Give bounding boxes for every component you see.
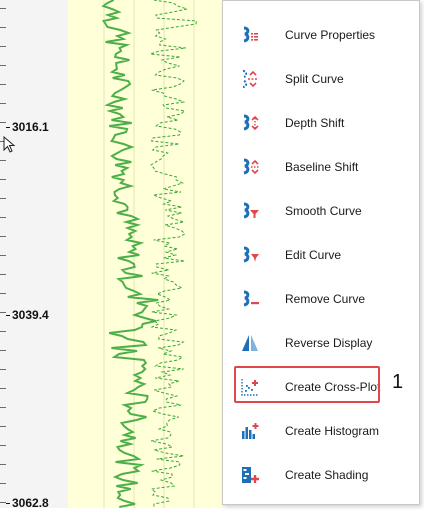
depth-tick	[0, 274, 6, 275]
depth-tick	[0, 502, 6, 503]
smooth-curve-icon	[240, 201, 260, 221]
depth-marker-line	[6, 503, 10, 504]
menu-item-label: Edit Curve	[285, 248, 342, 262]
depth-tick	[0, 141, 6, 142]
menu-item-baseline-shift[interactable]: Baseline Shift	[223, 145, 419, 189]
depth-tick	[0, 445, 6, 446]
log-curve-dashed	[150, 0, 198, 508]
menu-item-smooth-curve[interactable]: Smooth Curve	[223, 189, 419, 233]
cross-plot-icon	[240, 377, 260, 397]
callout-number: 1	[392, 371, 404, 393]
curve-properties-icon	[240, 25, 260, 45]
depth-tick	[0, 217, 6, 218]
depth-tick	[0, 27, 6, 28]
depth-label: 3016.1	[12, 120, 49, 134]
depth-marker-line	[6, 315, 10, 316]
menu-item-depth-shift[interactable]: Depth Shift	[223, 101, 419, 145]
menu-item-create-cross-plot[interactable]: Create Cross-Plot	[223, 365, 419, 409]
depth-label: 3062.8	[12, 496, 49, 510]
context-menu: Curve Properties Split Curve Depth Shift	[222, 0, 420, 505]
depth-shift-icon	[240, 113, 260, 133]
edit-curve-icon	[240, 245, 260, 265]
depth-tick	[0, 483, 6, 484]
menu-item-split-curve[interactable]: Split Curve	[223, 57, 419, 101]
shading-icon	[240, 465, 260, 485]
depth-tick	[0, 179, 6, 180]
menu-item-label: Curve Properties	[285, 28, 376, 42]
highlight-box	[234, 366, 380, 403]
menu-item-label: Create Shading	[285, 468, 369, 482]
depth-tick	[0, 236, 6, 237]
menu-item-label: Baseline Shift	[285, 160, 359, 174]
depth-tick	[0, 160, 6, 161]
menu-item-remove-curve[interactable]: Remove Curve	[223, 277, 419, 321]
depth-tick	[0, 388, 6, 389]
menu-item-curve-properties[interactable]: Curve Properties	[223, 13, 419, 57]
menu-item-label: Split Curve	[285, 72, 344, 86]
depth-track: 3016.1 3039.4 3062.8	[0, 0, 69, 510]
depth-tick	[0, 464, 6, 465]
log-track[interactable]	[68, 0, 224, 508]
depth-tick	[0, 84, 6, 85]
depth-tick	[0, 46, 6, 47]
depth-tick	[0, 103, 6, 104]
split-curve-icon	[240, 69, 260, 89]
depth-tick	[0, 255, 6, 256]
log-curve-solid	[101, 0, 159, 508]
menu-item-label: Reverse Display	[285, 336, 373, 350]
depth-tick	[0, 350, 6, 351]
menu-item-label: Create Cross-Plot	[285, 380, 381, 394]
depth-tick	[0, 8, 6, 9]
mouse-cursor-icon	[3, 136, 16, 153]
depth-tick	[0, 293, 6, 294]
depth-tick	[0, 331, 6, 332]
depth-tick	[0, 312, 6, 313]
log-curves	[101, 0, 198, 508]
baseline-shift-icon	[240, 157, 260, 177]
depth-tick	[0, 198, 6, 199]
reverse-display-icon	[240, 333, 260, 353]
depth-tick	[0, 369, 6, 370]
depth-marker-line	[6, 127, 10, 128]
depth-tick	[0, 426, 6, 427]
menu-item-reverse-display[interactable]: Reverse Display	[223, 321, 419, 365]
histogram-icon	[240, 421, 260, 441]
depth-label: 3039.4	[12, 308, 49, 322]
menu-item-label: Create Histogram	[285, 424, 380, 438]
menu-item-label: Smooth Curve	[285, 204, 362, 218]
depth-tick	[0, 65, 6, 66]
depth-tick	[0, 122, 6, 123]
depth-tick	[0, 407, 6, 408]
menu-item-label: Depth Shift	[285, 116, 345, 130]
menu-item-create-histogram[interactable]: Create Histogram	[223, 409, 419, 453]
menu-item-create-shading[interactable]: Create Shading	[223, 453, 419, 497]
remove-curve-icon	[240, 289, 260, 309]
menu-item-edit-curve[interactable]: Edit Curve	[223, 233, 419, 277]
menu-item-label: Remove Curve	[285, 292, 366, 306]
